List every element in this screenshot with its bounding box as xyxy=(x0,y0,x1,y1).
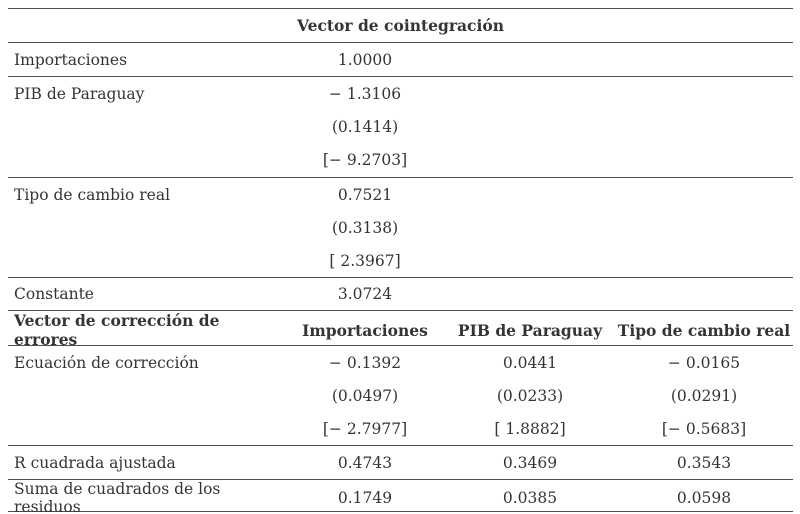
cell-value: 0.3543 xyxy=(676,453,732,472)
empty-cell xyxy=(615,77,793,177)
cell-value-stack: − 1.3106 (0.1414) [− 9.2703] xyxy=(285,77,445,177)
cell-value-stack: − 0.1392 (0.0497) [− 2.7977] xyxy=(285,346,445,445)
row-label: R cuadrada ajustada xyxy=(14,453,176,472)
section1-title: Vector de cointegración xyxy=(297,16,504,35)
row-label-text: Ecuación de corrección xyxy=(14,353,199,372)
cell-value: 0.4743 xyxy=(337,453,393,472)
t-stat: [− 0.5683] xyxy=(661,419,747,438)
cell-value: 3.0724 xyxy=(337,285,393,303)
cell-value: 0.1749 xyxy=(337,489,393,507)
row-label: Tipo de cambio real xyxy=(8,178,285,277)
col-header-importaciones: Importaciones xyxy=(302,320,428,340)
cell-value: 1.0000 xyxy=(337,50,393,69)
row-label: Suma de cuadrados de los residuos xyxy=(14,480,221,514)
section2-title: Vector de corrección de errores xyxy=(14,311,220,349)
row-ecuacion-correccion: Ecuación de corrección − 0.1392 (0.0497)… xyxy=(8,345,793,445)
coefficient: 0.7521 xyxy=(337,185,393,204)
t-stat: [ 2.3967] xyxy=(329,251,401,270)
cell-value: 0.0385 xyxy=(502,489,558,507)
std-error: (0.0291) xyxy=(670,386,738,405)
row-tipo-cambio: Tipo de cambio real 0.7521 (0.3138) [ 2.… xyxy=(8,177,793,277)
std-error: (0.3138) xyxy=(331,218,399,237)
empty-cell xyxy=(445,77,615,177)
cell-value-stack: 0.0441 (0.0233) [ 1.8882] xyxy=(445,346,615,445)
row-label: Importaciones xyxy=(14,50,128,69)
row-importaciones: Importaciones 1.0000 xyxy=(8,42,793,76)
std-error: (0.0233) xyxy=(496,386,564,405)
t-stat: [− 9.2703] xyxy=(322,151,408,170)
t-stat: [ 1.8882] xyxy=(494,419,566,438)
row-label: Constante xyxy=(14,285,94,303)
empty-cell xyxy=(445,178,615,277)
std-error: (0.0497) xyxy=(331,386,399,405)
coefficient: − 1.3106 xyxy=(328,84,402,103)
row-constante: Constante 3.0724 xyxy=(8,277,793,310)
col-header-pib: PIB de Paraguay xyxy=(457,320,603,340)
t-stat: [− 2.7977] xyxy=(322,419,408,438)
cell-value: 0.3469 xyxy=(502,453,558,472)
cell-value: 0.0598 xyxy=(676,489,732,507)
cell-value-stack: 0.7521 (0.3138) [ 2.3967] xyxy=(285,178,445,277)
row-r-cuadrada: R cuadrada ajustada 0.4743 0.3469 0.3543 xyxy=(8,445,793,479)
row-label-text: Tipo de cambio real xyxy=(14,185,171,204)
coefficient: 0.0441 xyxy=(502,353,558,372)
cell-value-stack: − 0.0165 (0.0291) [− 0.5683] xyxy=(615,346,793,445)
section1-title-row: Vector de cointegración xyxy=(8,8,793,42)
std-error: (0.1414) xyxy=(331,117,399,136)
empty-cell xyxy=(615,178,793,277)
coefficient: − 0.1392 xyxy=(328,353,402,372)
section2-header-row: Vector de corrección de errores Importac… xyxy=(8,310,793,349)
row-label: PIB de Paraguay xyxy=(8,77,285,177)
cointegration-table: Vector de cointegración Importaciones 1.… xyxy=(8,8,793,514)
coefficient: − 0.0165 xyxy=(667,353,741,372)
row-label: Ecuación de corrección xyxy=(8,346,285,445)
row-suma-cuadrados: Suma de cuadrados de los residuos 0.1749… xyxy=(8,479,793,514)
row-label-text: PIB de Paraguay xyxy=(14,84,145,103)
col-header-tipo-cambio: Tipo de cambio real xyxy=(617,320,791,340)
row-pib-paraguay: PIB de Paraguay − 1.3106 (0.1414) [− 9.2… xyxy=(8,76,793,177)
